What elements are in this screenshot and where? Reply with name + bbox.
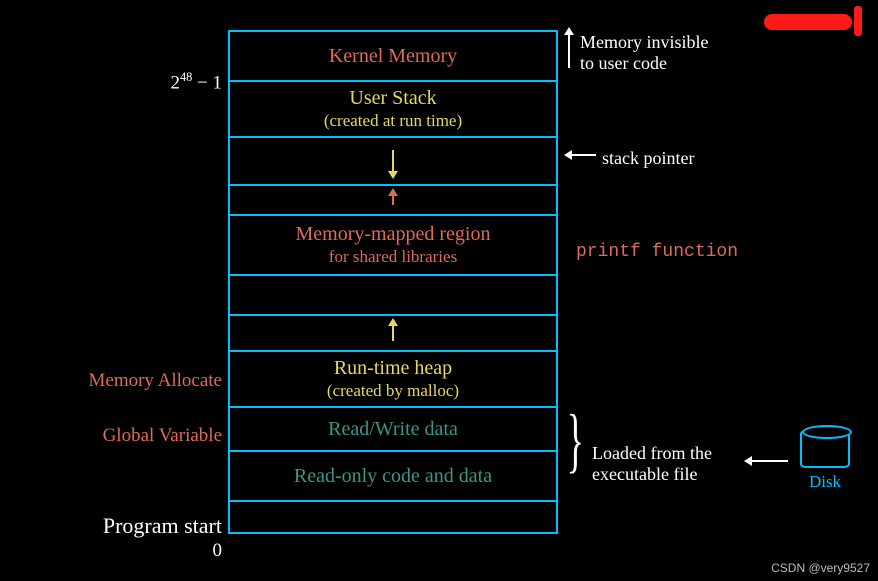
region-title: Read-only code and data [294, 464, 492, 488]
disk-icon: Disk [800, 430, 850, 485]
label-mem-invisible: Memory invisibleto user code [580, 32, 709, 74]
region-gap2 [230, 186, 556, 216]
arrow-up-icon [568, 34, 570, 68]
disk-label: Disk [800, 472, 850, 492]
label-addr-zero: 0 [213, 540, 223, 562]
region-title: Kernel Memory [329, 44, 457, 68]
label-global-var: Global Variable [103, 425, 222, 447]
region-bottom [230, 502, 556, 532]
region-heap: Run-time heap(created by malloc) [230, 352, 556, 408]
label-printf: printf function [576, 242, 738, 262]
region-title: Run-time heap [334, 356, 452, 380]
label-stack-ptr: stack pointer [602, 148, 694, 169]
region-subtitle: for shared libraries [329, 246, 457, 268]
region-title: Memory-mapped region [296, 222, 491, 246]
memory-layout-diagram: Kernel Memory User Stack(created at run t… [228, 30, 558, 534]
brace-icon: } [567, 412, 584, 470]
region-rw-data: Read/Write data [230, 408, 556, 452]
arrow-up-icon [392, 195, 394, 205]
label-mem-alloc: Memory Allocate [89, 370, 223, 392]
label-prog-start: Program start [103, 513, 222, 539]
arrow-down-icon [392, 150, 394, 172]
region-mmap: Memory-mapped regionfor shared libraries [230, 216, 556, 276]
arrow-up-icon [392, 325, 394, 341]
label-loaded-from: Loaded from theexecutable file [592, 443, 712, 485]
region-title: Read/Write data [328, 417, 458, 441]
watermark: CSDN @very9527 [771, 561, 870, 575]
region-gap3 [230, 276, 556, 316]
region-subtitle: (created by malloc) [327, 380, 459, 402]
region-user-stack: User Stack(created at run time) [230, 82, 556, 138]
region-gap1 [230, 138, 556, 186]
region-gap4 [230, 316, 556, 352]
label-addr-top: 248 − 1 [170, 70, 222, 94]
arrow-left-icon [572, 154, 596, 156]
red-scribble [762, 6, 872, 36]
arrow-left-icon [752, 460, 788, 462]
region-subtitle: (created at run time) [324, 110, 462, 132]
region-ro-data: Read-only code and data [230, 452, 556, 502]
region-title: User Stack [349, 86, 436, 110]
region-kernel: Kernel Memory [230, 32, 556, 82]
